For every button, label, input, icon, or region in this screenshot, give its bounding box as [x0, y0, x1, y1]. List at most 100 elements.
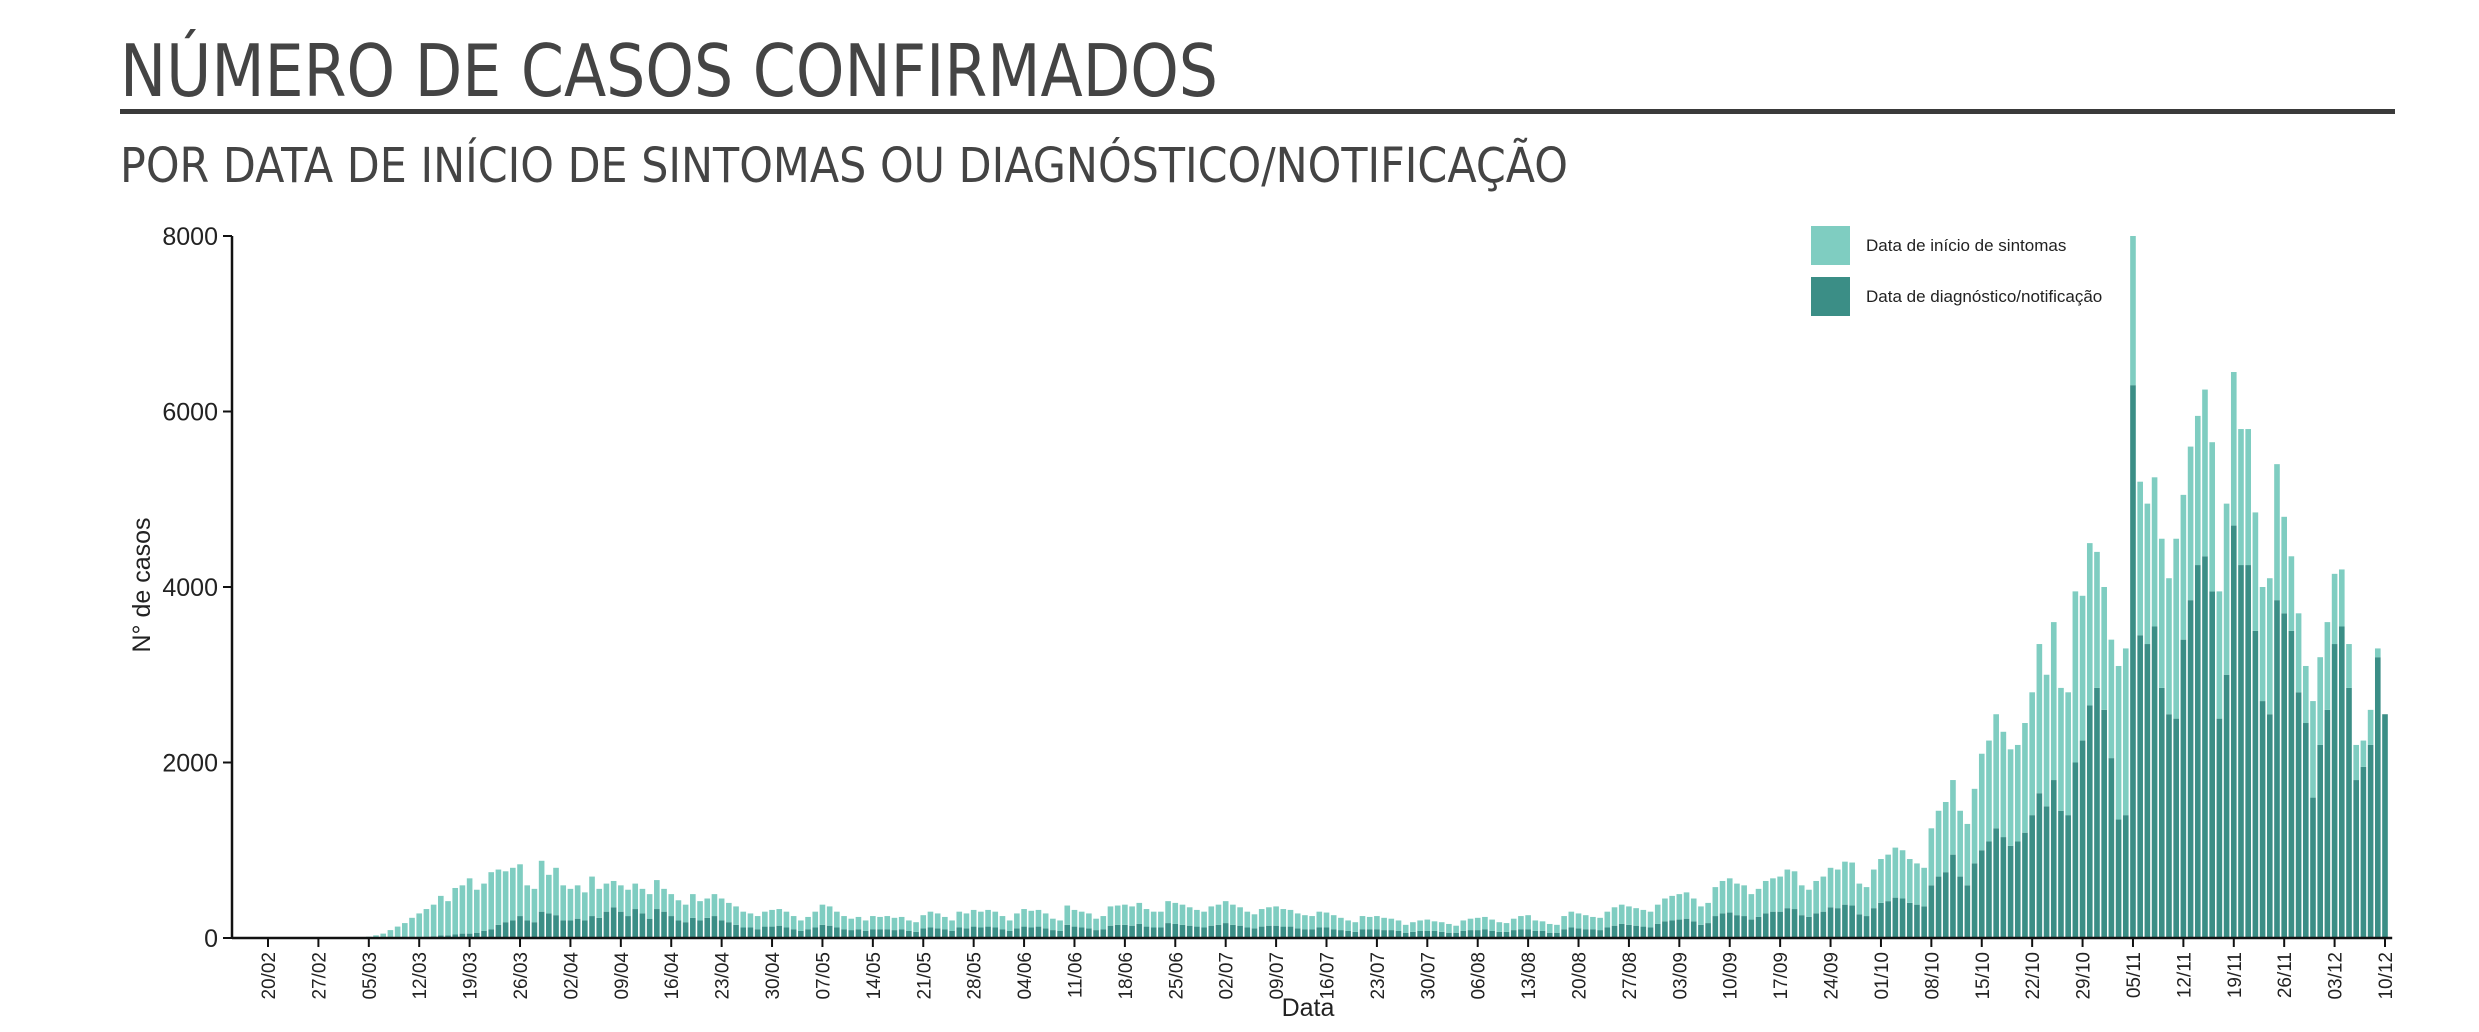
bar — [1496, 931, 1503, 938]
bar — [2353, 780, 2360, 938]
bar — [1057, 930, 1063, 938]
bar — [2187, 446, 2194, 601]
bar — [2130, 385, 2136, 938]
bar — [1359, 916, 1366, 930]
bar — [1323, 912, 1330, 928]
bar — [2216, 718, 2223, 938]
bar — [2187, 600, 2194, 938]
bar — [819, 924, 826, 938]
bar — [2101, 587, 2107, 710]
bar — [1842, 861, 1848, 905]
bar — [2331, 573, 2338, 645]
bar — [1280, 909, 1287, 927]
bar — [625, 916, 631, 938]
bar — [855, 929, 862, 938]
x-tick-label: 20/02 — [259, 952, 280, 1000]
bar — [1467, 930, 1474, 938]
bar — [2295, 613, 2302, 693]
bar — [884, 916, 891, 930]
bar — [1107, 925, 1114, 938]
bar — [920, 928, 927, 938]
bar — [1028, 927, 1035, 938]
x-tick-label: 12/11 — [2174, 952, 2195, 998]
bar — [1719, 913, 1726, 938]
bar — [762, 926, 768, 938]
bar — [661, 888, 667, 912]
bar — [898, 929, 905, 938]
bar — [1402, 932, 1409, 938]
x-tick-label: 29/10 — [2074, 952, 2095, 1000]
bar — [1086, 928, 1092, 938]
bar — [2166, 714, 2172, 938]
bar — [1273, 906, 1279, 926]
bar — [2274, 600, 2280, 938]
legend-label: Data de início de sintomas — [1866, 236, 2066, 255]
bar — [1374, 929, 1380, 938]
x-tick-label: 05/11 — [2124, 952, 2145, 998]
bar — [1150, 911, 1157, 928]
bar — [1194, 926, 1200, 938]
bar — [2072, 591, 2079, 763]
bar — [2310, 797, 2316, 938]
bar — [1647, 911, 1654, 928]
bar — [2094, 687, 2100, 938]
x-tick-label: 25/06 — [1166, 952, 1187, 1000]
x-tick-label: 30/07 — [1418, 952, 1439, 1000]
bar — [805, 929, 811, 938]
bar — [1352, 931, 1359, 938]
bar — [1554, 932, 1560, 938]
bar — [877, 916, 883, 930]
bar — [2000, 731, 2007, 838]
bar — [574, 918, 581, 938]
bar — [675, 900, 682, 921]
bar — [1035, 909, 1042, 927]
bar — [1662, 898, 1668, 922]
bar — [2108, 639, 2115, 759]
x-axis-title: Data — [1282, 994, 1335, 1022]
bar — [1042, 928, 1049, 938]
bar — [2065, 692, 2071, 816]
bar — [1150, 927, 1157, 938]
bar — [2022, 723, 2028, 833]
bar — [2266, 578, 2273, 715]
bar — [956, 927, 963, 938]
bar — [2137, 635, 2143, 938]
bar — [2058, 810, 2064, 938]
bar — [1525, 929, 1531, 938]
bar — [1381, 917, 1387, 931]
bar — [582, 892, 588, 921]
x-tick-label: 12/03 — [410, 952, 431, 1000]
bar — [1172, 923, 1179, 938]
bar — [1309, 916, 1315, 930]
bar — [783, 927, 790, 938]
bar — [2281, 613, 2287, 938]
bar — [1093, 930, 1099, 938]
bar — [1208, 925, 1215, 938]
bar — [949, 930, 955, 938]
bar — [704, 898, 711, 918]
bar — [2079, 595, 2086, 741]
x-tick-label: 05/03 — [360, 952, 381, 1000]
bar — [632, 909, 639, 938]
x-tick-label: 07/05 — [813, 952, 834, 1000]
bar — [1388, 930, 1395, 938]
bar — [949, 920, 955, 931]
bar — [2036, 793, 2043, 938]
bar — [2367, 744, 2374, 938]
bar — [891, 917, 898, 931]
bar — [877, 929, 883, 938]
x-tick-label: 21/05 — [914, 952, 935, 1000]
bar — [1784, 908, 1791, 938]
bar — [1604, 911, 1611, 928]
bar — [1690, 898, 1697, 922]
bar — [2353, 744, 2360, 781]
bar — [1431, 930, 1438, 938]
bar — [2202, 556, 2208, 938]
bar — [841, 916, 847, 930]
bar — [1330, 915, 1337, 930]
bar — [999, 916, 1006, 930]
bar — [481, 930, 487, 938]
x-tick-label: 09/07 — [1267, 952, 1288, 1000]
bar — [1474, 930, 1481, 938]
